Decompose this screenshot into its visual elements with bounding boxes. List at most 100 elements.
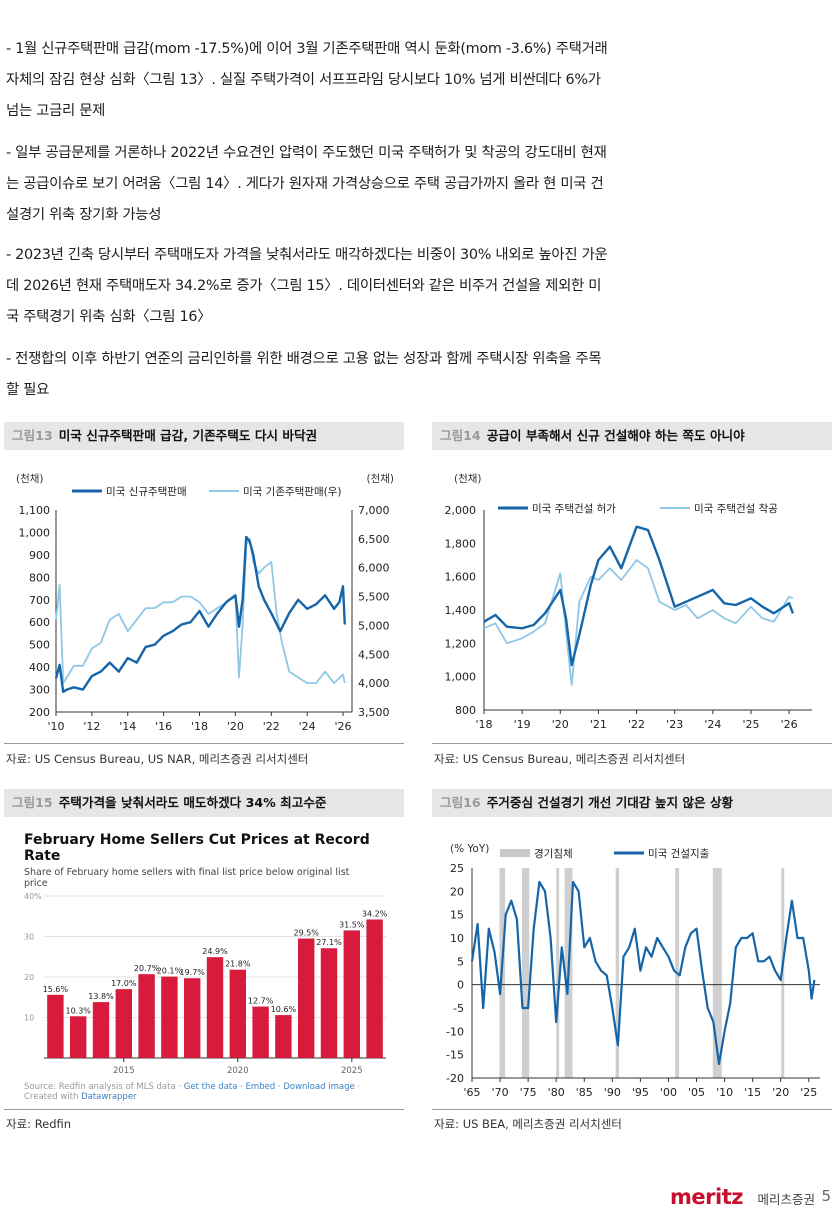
x-tick-label: '24 xyxy=(704,718,721,731)
bar-label-2024: 27.1% xyxy=(316,938,342,947)
series-line-existing-home-sales xyxy=(55,538,346,685)
figure-15-footer-created: · Created with xyxy=(24,1082,361,1102)
y-tick-label: 10 xyxy=(24,1014,34,1023)
y-tick-label: 5 xyxy=(457,955,464,968)
figure-16-title: 주거중심 건설경기 개선 기대감 높지 않은 상황 xyxy=(486,795,734,810)
x-tick-label: '20 xyxy=(227,720,244,733)
bar-label-2012: 15.6% xyxy=(43,985,69,994)
figure-14-divider xyxy=(432,743,832,744)
y-tick-label: 10 xyxy=(450,932,464,945)
y-tick-label: 1,000 xyxy=(445,671,477,684)
x-tick-label: '10 xyxy=(716,1086,733,1099)
x-tick-label: '18 xyxy=(475,718,492,731)
bar-label-2017: 20.1% xyxy=(157,967,183,976)
x-tick-label: '26 xyxy=(781,718,798,731)
bar-label-2023: 29.5% xyxy=(293,929,319,938)
bar-2012 xyxy=(47,994,64,1058)
right-tick-label: 6,000 xyxy=(358,562,390,575)
figure-16-header: 그림16 주거중심 건설경기 개선 기대감 높지 않은 상황 xyxy=(432,789,832,817)
x-tick-label: '21 xyxy=(590,718,607,731)
left-tick-label: 300 xyxy=(29,684,50,697)
recession-band xyxy=(615,868,620,1078)
bar-2020 xyxy=(229,969,247,1058)
recession-band xyxy=(781,868,785,1078)
x-tick-label: 2020 xyxy=(227,1066,249,1076)
left-tick-label: 700 xyxy=(29,594,50,607)
left-axis-unit: (천채) xyxy=(16,473,44,485)
figure-15-footer-links[interactable]: Get the data · Embed · Download image xyxy=(183,1082,355,1092)
x-tick-label: '19 xyxy=(514,718,531,731)
x-tick-label: '18 xyxy=(191,720,208,733)
bar-label-2020: 21.8% xyxy=(225,960,251,969)
x-tick-label: '85 xyxy=(576,1086,593,1099)
series-line-starts xyxy=(483,559,794,686)
bar-label-2019: 24.9% xyxy=(202,947,228,956)
figure-15-chart-subtitle: Share of February home sellers with fina… xyxy=(24,867,350,889)
series-line-new-home-sales xyxy=(54,535,346,694)
bar-2019 xyxy=(206,957,224,1058)
x-tick-label: '16 xyxy=(155,720,172,733)
bar-2023 xyxy=(297,938,315,1058)
series-line-permits xyxy=(483,525,795,667)
left-tick-label: 1,000 xyxy=(19,526,51,539)
bar-2022 xyxy=(275,1015,292,1058)
right-tick-label: 6,500 xyxy=(358,533,390,546)
bar-label-2026: 34.2% xyxy=(362,909,388,918)
figure-15-chart: 40%30201015.6%10.3%13.8%17.0%20.7%20.1%1… xyxy=(24,892,388,1076)
page-number: 5 xyxy=(821,1187,831,1205)
x-tick-label: '65 xyxy=(463,1086,480,1099)
figure-13-divider xyxy=(4,743,404,744)
y-tick-label: -5 xyxy=(453,1002,464,1015)
bar-label-2016: 20.7% xyxy=(134,964,160,973)
x-tick-label: '15 xyxy=(744,1086,761,1099)
figure-16-number: 그림16 xyxy=(440,795,481,810)
bar-label-2014: 13.8% xyxy=(88,992,114,1001)
x-tick-label: '25 xyxy=(742,718,759,731)
x-tick-label: '24 xyxy=(299,720,316,733)
right-tick-label: 3,500 xyxy=(358,706,390,719)
x-tick-label: '05 xyxy=(688,1086,705,1099)
y-tick-label: 25 xyxy=(450,862,464,875)
figure-15-chart-footer: Source: Redfin analysis of MLS data · Ge… xyxy=(24,1082,369,1102)
right-tick-label: 4,500 xyxy=(358,648,390,661)
meritz-logo-korean: 메리츠증권 xyxy=(757,1192,815,1207)
x-tick-label: '12 xyxy=(83,720,100,733)
left-tick-label: 400 xyxy=(29,661,50,674)
body-paragraph-1: - 1월 신규주택판매 급감(mom -17.5%)에 이어 3월 기존주택판매… xyxy=(6,41,608,119)
x-tick-label: 2025 xyxy=(341,1066,363,1076)
legend-label-recession: 경기침체 xyxy=(534,847,573,860)
y-tick-label: -20 xyxy=(446,1072,464,1085)
x-tick-label: '70 xyxy=(492,1086,509,1099)
series-line-construction xyxy=(470,880,816,1066)
right-tick-label: 4,000 xyxy=(358,677,390,690)
body-paragraph-3: - 2023년 긴축 당시부터 주택매도자 가격을 낮춰서라도 매각하겠다는 비… xyxy=(6,247,608,325)
x-tick-label: 2015 xyxy=(113,1066,135,1076)
body-paragraph-4: - 전쟁합의 이후 하반기 연준의 금리인하를 위한 배경으로 고용 없는 성장… xyxy=(6,351,602,398)
figure-13-title: 미국 신규주택판매 급감, 기존주택도 다시 바닥권 xyxy=(58,428,318,443)
y-tick-label: 2,000 xyxy=(445,504,477,517)
left-tick-label: 600 xyxy=(29,616,50,629)
figure-13-number: 그림13 xyxy=(12,428,53,443)
figure-13-chart: (천채) (천채) 미국 신규주택판매 미국 기존주택판매(우) 1,100 1,000 9… xyxy=(16,473,394,733)
legend-label-starts: 미국 주택건설 착공 xyxy=(694,503,778,515)
figure-14-title: 공급이 부족해서 신규 건설해야 하는 쪽도 아니야 xyxy=(486,428,745,443)
meritz-logo: meritz xyxy=(670,1185,743,1209)
recession-band xyxy=(556,868,560,1078)
figure-15-footer-brand[interactable]: Datawrapper xyxy=(81,1092,137,1102)
y-tick-label: 30 xyxy=(24,933,34,942)
bar-2025 xyxy=(343,930,361,1058)
left-tick-label: 500 xyxy=(29,639,50,652)
x-tick-label: '20 xyxy=(772,1086,789,1099)
figure-14-source: 자료: US Census Bureau, 메리츠증권 리서치센터 xyxy=(434,752,686,766)
recession-band xyxy=(712,868,722,1078)
y-tick-label: 1,400 xyxy=(445,604,477,617)
y-tick-label: 20 xyxy=(24,973,34,982)
x-tick-label: '22 xyxy=(628,718,645,731)
body-paragraph-2: - 일부 공급문제를 거론하나 2022년 수요견인 압력이 주도했던 미국 주… xyxy=(6,145,607,223)
bar-2013 xyxy=(69,1016,87,1058)
bar-label-2015: 17.0% xyxy=(111,979,137,988)
y-tick-label: -15 xyxy=(446,1049,464,1062)
figure-16-chart: (% YoY) 경기침체 미국 건설지출2520151050-5-10-15-20'… xyxy=(446,843,820,1099)
axis-unit: (천채) xyxy=(454,473,482,485)
left-tick-label: 800 xyxy=(29,571,50,584)
